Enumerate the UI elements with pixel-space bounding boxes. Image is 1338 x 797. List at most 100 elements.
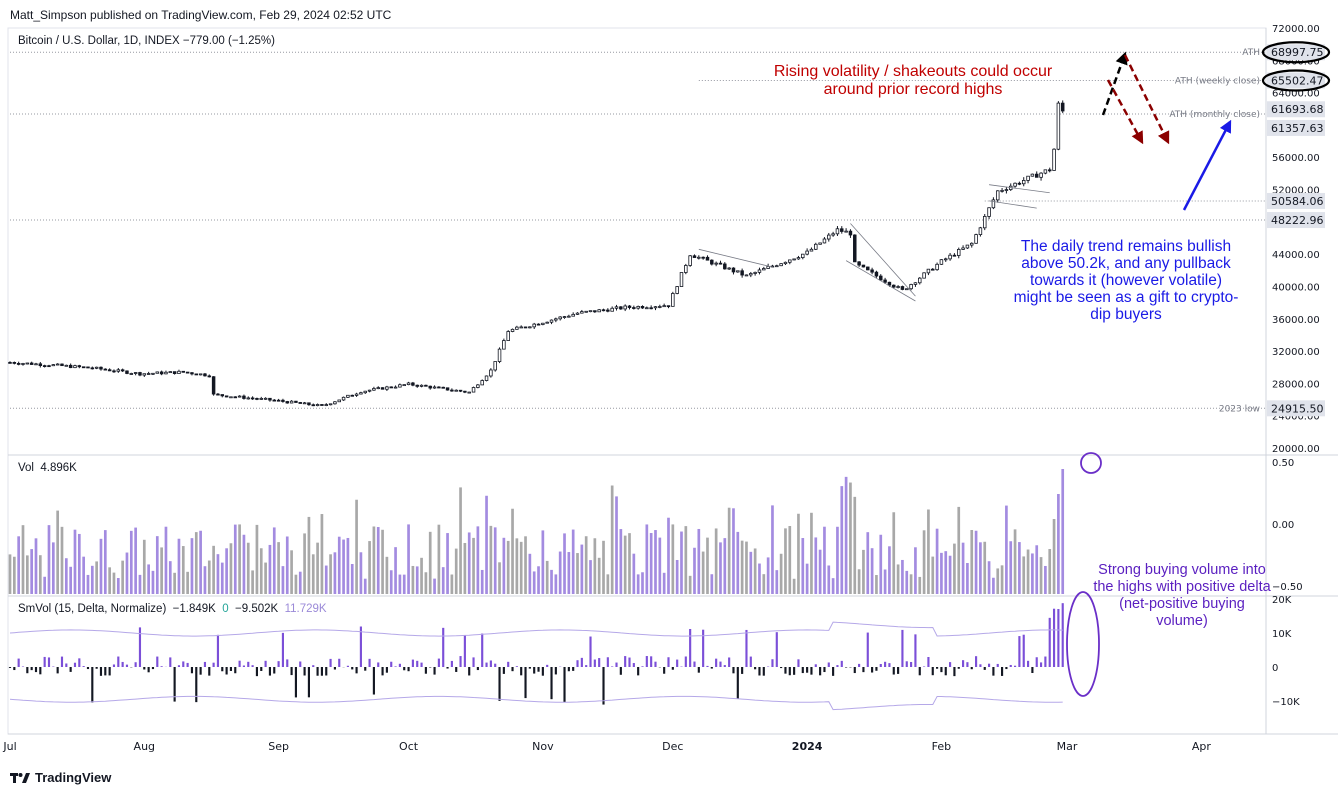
volume-bar [281, 566, 285, 594]
volume-bar [593, 538, 597, 594]
price-tag-label: 48222.96 [1271, 214, 1324, 227]
candle [107, 369, 112, 372]
candle [783, 261, 788, 265]
time-axis[interactable]: Jul Aug Sep Oct Nov Dec 2024 Feb Mar Apr [2, 740, 1211, 753]
volume-bar [1061, 469, 1065, 594]
volume-bar [701, 551, 705, 594]
candle [68, 364, 73, 369]
candle [103, 368, 108, 371]
candle [73, 365, 77, 369]
volume-bar [623, 535, 627, 594]
price-tag [1267, 212, 1325, 229]
candle [34, 363, 38, 366]
level-label: 2023 low [1219, 404, 1260, 414]
level-label: ATH [1242, 48, 1260, 58]
volume-bar [242, 534, 246, 594]
candle [775, 265, 779, 268]
volume-bar [493, 527, 497, 594]
candle [653, 306, 658, 309]
volume-bar [355, 499, 358, 594]
candle [1060, 102, 1065, 112]
tradingview-logo[interactable]: TradingView [10, 770, 111, 785]
candle [848, 230, 853, 236]
volume-bar [875, 575, 878, 594]
candle [289, 400, 294, 404]
volume-bar [771, 505, 774, 594]
candle [177, 370, 181, 374]
price-tick-label: 44000.00 [1272, 250, 1320, 261]
candle [337, 399, 341, 403]
candle [818, 242, 822, 245]
volume-bar [784, 528, 787, 594]
volume-bar [25, 555, 29, 594]
candle [1000, 189, 1004, 192]
volume-bar [138, 574, 142, 594]
candle [55, 363, 60, 366]
volume-bar [818, 549, 822, 594]
volume-bar [1013, 529, 1017, 594]
volume-bar [615, 496, 618, 594]
candle [649, 307, 653, 310]
candle [125, 370, 129, 374]
candle [38, 363, 43, 366]
candle [350, 394, 354, 397]
price-tick-label: 24000.00 [1272, 412, 1320, 423]
volume-bar [810, 512, 813, 594]
candle [415, 384, 419, 387]
price-tick-label: 28000.00 [1272, 379, 1320, 390]
candle [887, 281, 892, 286]
volume-bar [801, 538, 805, 594]
symbol-title[interactable]: Bitcoin / U.S. Dollar, 1D, INDEX −779.00… [18, 35, 275, 47]
candle [727, 267, 731, 270]
price-tag-label: 50584.06 [1271, 195, 1324, 208]
candle [120, 369, 125, 372]
volume-bar [632, 553, 636, 594]
volume-bar [766, 557, 770, 594]
candle [597, 309, 601, 313]
candle [146, 373, 151, 375]
smvol-legend[interactable]: SmVol (15, Delta, Normalize) −1.849K 0 −… [18, 603, 327, 615]
volume-bar [849, 482, 852, 594]
volume-bar [324, 565, 328, 594]
candle [697, 256, 701, 259]
candle [142, 373, 147, 376]
volume-bar [129, 530, 133, 594]
candle [432, 386, 437, 389]
candle [796, 257, 801, 260]
volume-bar [298, 571, 302, 594]
price-tag-label: 65502.47 [1271, 74, 1324, 87]
price-tag [1267, 72, 1325, 89]
candle [458, 389, 463, 392]
volume-bar [970, 530, 974, 594]
volume-bar [727, 507, 731, 594]
volume-bar [532, 571, 536, 594]
candle [242, 395, 246, 399]
volume-bar [350, 564, 354, 594]
candle [419, 384, 424, 387]
candle [640, 306, 645, 309]
candle [463, 390, 467, 393]
candle [250, 397, 255, 400]
candle [905, 288, 909, 291]
candle [272, 399, 277, 402]
candle [294, 400, 298, 403]
volume-bar [86, 574, 90, 594]
volume-bar [320, 514, 324, 594]
volume-bar [524, 536, 527, 594]
volume-legend[interactable]: Vol 4.896K [18, 462, 77, 474]
candle [471, 387, 476, 393]
candle [454, 389, 458, 392]
volume-bar [190, 538, 194, 594]
volume-bar [1009, 541, 1013, 594]
price-tick-label: 32000.00 [1272, 347, 1320, 358]
volume-bar [238, 524, 241, 594]
volume-bar [597, 557, 601, 594]
volume-axis-label: 0.00 [1272, 520, 1294, 531]
candle [562, 316, 567, 318]
volume-bar [463, 542, 467, 594]
volume-bar [719, 542, 722, 594]
volume-bar [827, 565, 831, 594]
volume-bar [853, 496, 857, 594]
volume-bar [251, 570, 254, 594]
